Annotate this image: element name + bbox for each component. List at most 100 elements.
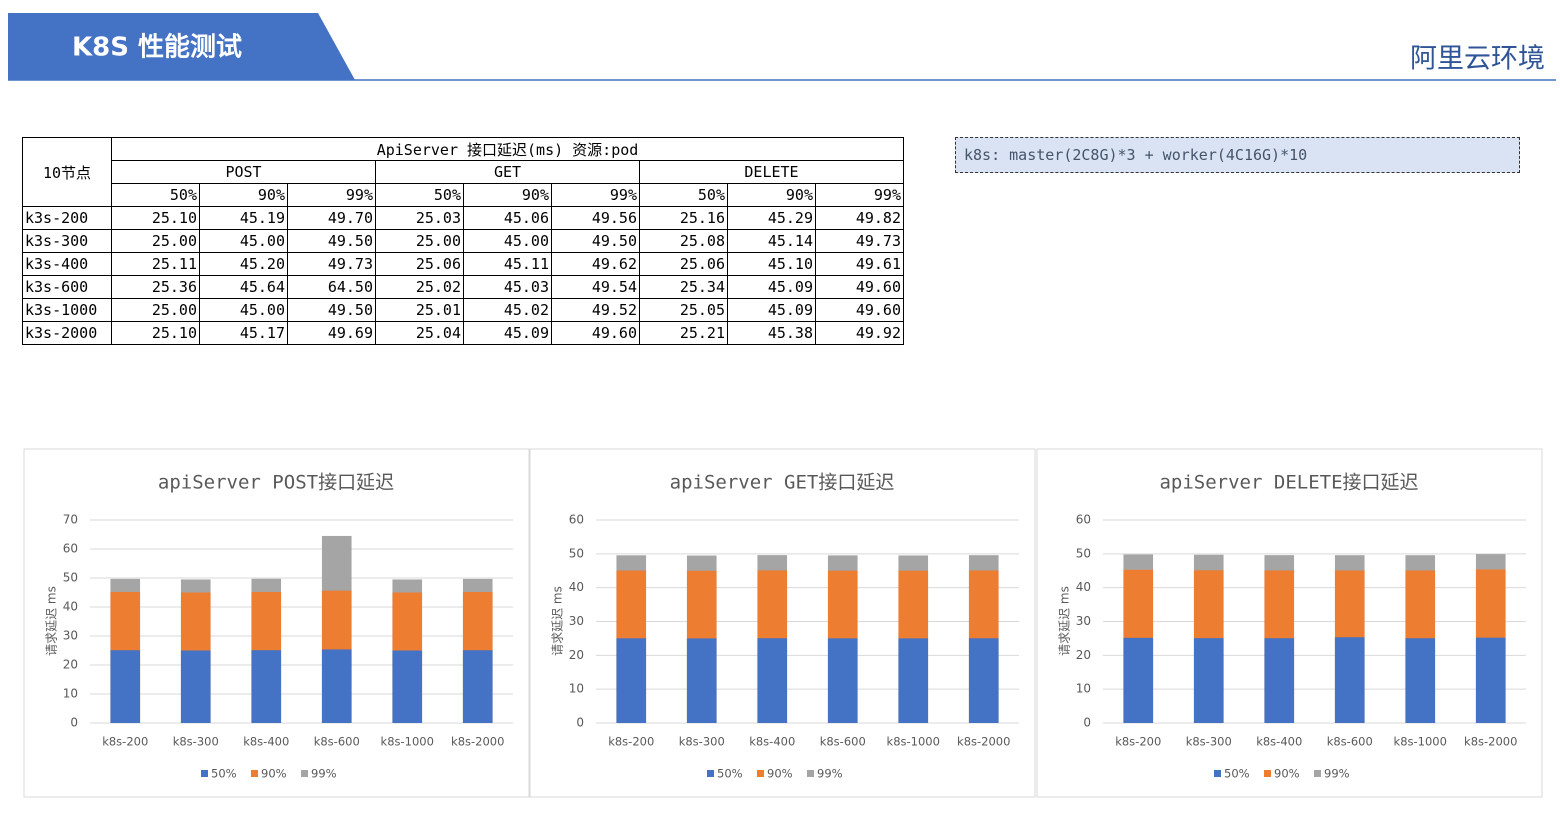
table-row: POST GET DELETE [23, 160, 904, 184]
bar [1334, 637, 1365, 723]
legend-label: 99% [1324, 767, 1350, 781]
table-cell: 49.61 [815, 252, 904, 276]
latency-table: 10节点 ApiServer 接口延迟(ms) 资源:pod POST GET DELE… [22, 137, 904, 345]
x-tick-label: k8s-200 [1115, 735, 1161, 749]
table-cell: 10节点 [22, 137, 112, 207]
y-tick-label: 50 [1076, 546, 1091, 560]
table-cell: 45.19 [199, 206, 288, 230]
y-tick-label: 70 [63, 513, 78, 527]
legend-label: 50% [1224, 767, 1250, 781]
table-row: k3s-200 25.10 45.19 49.70 25.03 45.06 49.56 25.… [22, 206, 904, 230]
table-cell: 49.62 [551, 252, 640, 276]
legend-swatch [707, 770, 714, 777]
chart-title: apiServer GET接口延迟 [670, 472, 895, 494]
table-cell: 25.36 [111, 275, 200, 299]
table-cell: k3s-2000 [22, 321, 112, 345]
bar [1264, 638, 1295, 723]
y-tick-label: 50 [569, 546, 584, 560]
table-cell: 25.10 [111, 206, 200, 230]
legend-label: 50% [717, 767, 743, 781]
table-cell: k3s-300 [22, 229, 112, 253]
legend-label: 99% [311, 767, 337, 781]
table-cell: 64.50 [287, 275, 376, 299]
x-tick-label: k8s-400 [243, 735, 289, 749]
table-cell: 50% [111, 183, 200, 207]
y-tick-label: 0 [1083, 716, 1091, 730]
table-cell: 25.16 [639, 206, 728, 230]
table-cell: 45.38 [727, 321, 816, 345]
y-tick-label: 40 [63, 600, 78, 614]
table-cell: k3s-400 [22, 252, 112, 276]
table-cell: 90% [727, 183, 816, 207]
legend-swatch [201, 770, 208, 777]
table-cell: 25.11 [111, 252, 200, 276]
x-tick-label: k8s-1000 [887, 735, 940, 749]
table-cell: 25.03 [375, 206, 464, 230]
bar [1193, 638, 1224, 723]
table-cell: 45.09 [463, 321, 552, 345]
y-tick-label: 0 [576, 716, 584, 730]
legend-swatch [1314, 770, 1321, 777]
table-cell: 50% [375, 183, 464, 207]
table-cell: ApiServer 接口延迟(ms) 资源:pod [111, 137, 904, 161]
slide-title: K8S 性能测试 [72, 32, 242, 63]
table-cell: 49.92 [815, 321, 904, 345]
y-tick-label: 20 [63, 658, 78, 672]
table-cell: 45.00 [463, 229, 552, 253]
table-cell: 25.21 [639, 321, 728, 345]
table-cell: 49.70 [287, 206, 376, 230]
table-cell: 25.00 [375, 229, 464, 253]
x-tick-label: k8s-300 [173, 735, 219, 749]
table-cell: 45.06 [463, 206, 552, 230]
chart-title: apiServer POST接口延迟 [158, 472, 394, 494]
table-cell: 49.60 [815, 275, 904, 299]
legend-swatch [301, 770, 308, 777]
x-tick-label: k8s-2000 [1464, 735, 1517, 749]
bar [321, 649, 352, 723]
y-tick-label: 20 [569, 648, 584, 662]
y-tick-label: 60 [63, 542, 78, 556]
x-tick-label: k8s-200 [102, 735, 148, 749]
table-cell: 45.14 [727, 229, 816, 253]
y-tick-label: 20 [1076, 648, 1091, 662]
table-row: k3s-600 25.36 45.64 64.50 25.02 45.03 49.54 25.… [22, 275, 904, 299]
legend-swatch [251, 770, 258, 777]
x-tick-label: k8s-600 [1327, 735, 1373, 749]
table-cell: 25.00 [111, 229, 200, 253]
table-cell: DELETE [639, 160, 904, 184]
table-cell: 49.52 [551, 298, 640, 322]
bar [616, 638, 647, 723]
y-axis-label: 请求延迟 ms [551, 586, 565, 656]
legend-label: 99% [817, 767, 843, 781]
y-tick-label: 10 [569, 682, 584, 696]
table-cell: 49.60 [815, 298, 904, 322]
table-cell: 49.60 [551, 321, 640, 345]
y-tick-label: 40 [569, 580, 584, 594]
table-cell: POST [111, 160, 376, 184]
table-cell: 25.00 [111, 298, 200, 322]
legend-swatch [1264, 770, 1271, 777]
table-cell: 45.10 [727, 252, 816, 276]
table-cell: 49.54 [551, 275, 640, 299]
y-tick-label: 30 [569, 614, 584, 628]
table-cell: 45.20 [199, 252, 288, 276]
x-tick-label: k8s-200 [608, 735, 654, 749]
table-cell: 49.69 [287, 321, 376, 345]
y-tick-label: 0 [70, 716, 78, 730]
bar [757, 638, 788, 723]
table-cell: 45.00 [199, 229, 288, 253]
table-cell: 25.01 [375, 298, 464, 322]
table-cell: 25.06 [639, 252, 728, 276]
y-axis-label: 请求延迟 ms [1058, 586, 1072, 656]
table-cell: 49.73 [815, 229, 904, 253]
x-tick-label: k8s-300 [679, 735, 725, 749]
x-tick-label: k8s-400 [749, 735, 795, 749]
legend-swatch [1214, 770, 1221, 777]
x-tick-label: k8s-600 [314, 735, 360, 749]
table-cell: 49.73 [287, 252, 376, 276]
table-cell: k3s-600 [22, 275, 112, 299]
bar [898, 638, 929, 723]
y-tick-label: 10 [63, 687, 78, 701]
table-cell: k3s-1000 [22, 298, 112, 322]
table-cell: 25.02 [375, 275, 464, 299]
